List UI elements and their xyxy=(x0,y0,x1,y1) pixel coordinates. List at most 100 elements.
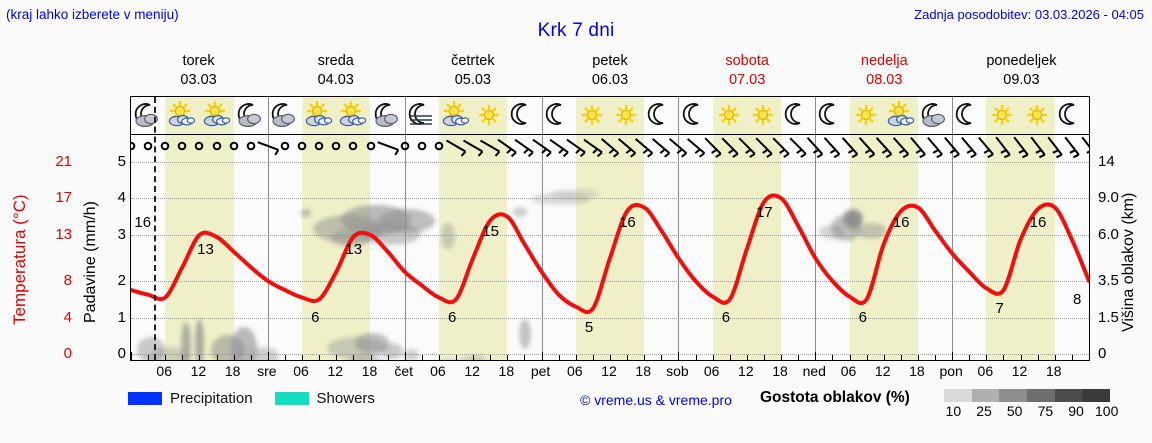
weather-chart[interactable]: 16 13 6 13 6 15 5 16 6 17 6 16 7 16 8 xyxy=(130,96,1090,361)
sun-icon xyxy=(1021,99,1055,133)
day-date: 08.03 xyxy=(866,72,903,88)
wind-barb xyxy=(583,136,603,158)
wind-barb xyxy=(789,136,807,158)
sun-icon xyxy=(850,99,884,133)
daylight-band xyxy=(165,97,234,360)
day-name: nedelja xyxy=(860,53,908,69)
x-axis-label: sre xyxy=(257,363,277,379)
x-tick xyxy=(507,355,509,360)
temperature-label: 6 xyxy=(858,309,867,327)
temperature-label: 6 xyxy=(311,309,320,327)
x-tick xyxy=(610,355,611,360)
cloud-blob xyxy=(531,193,591,205)
showers-legend-label: Showers xyxy=(316,390,375,407)
cloudheight-tick-label: 0 xyxy=(1098,345,1107,363)
x-tick xyxy=(302,355,304,360)
wind-barb xyxy=(994,136,1012,159)
wind-barb xyxy=(257,136,279,156)
calm-wind-symbol xyxy=(276,136,294,156)
cloudheight-tick-label: 9.0 xyxy=(1098,189,1119,207)
temperature-label: 6 xyxy=(448,309,457,327)
cloud-blob xyxy=(345,355,385,360)
x-axis-label: 12 xyxy=(464,363,480,379)
x-tick xyxy=(404,352,406,360)
precipitation-tick-label: 4 xyxy=(117,189,126,207)
cloud-blob xyxy=(381,343,403,359)
day-separator xyxy=(952,97,954,360)
wind-barb xyxy=(1012,136,1030,159)
cloud-blob xyxy=(181,322,191,360)
day-date: 03.03 xyxy=(180,72,217,88)
precipitation-tick-label: 0 xyxy=(117,345,126,363)
temperature-label: 7 xyxy=(995,300,1004,318)
x-tick xyxy=(199,355,201,360)
calm-wind-symbol xyxy=(131,136,140,156)
wind-barb xyxy=(772,136,790,158)
copyright-link[interactable]: © vreme.us & vreme.pro xyxy=(580,392,732,408)
moon-fog-icon xyxy=(405,99,439,133)
x-tick xyxy=(661,355,663,360)
wind-barb xyxy=(909,136,927,159)
x-tick xyxy=(832,355,834,360)
cloud-density-step-label: 50 xyxy=(1006,403,1023,419)
cloud-blob xyxy=(427,359,467,360)
x-tick xyxy=(438,355,440,360)
x-tick xyxy=(746,355,748,360)
sun-cloud-icon xyxy=(884,99,918,133)
x-tick xyxy=(935,355,937,360)
precipitation-swatch xyxy=(128,392,162,405)
x-axis-label: 06 xyxy=(156,363,172,379)
cloud-density-step-label: 25 xyxy=(976,403,992,419)
wind-barb xyxy=(497,136,518,158)
x-tick xyxy=(558,355,560,360)
wind-barb xyxy=(1029,136,1047,159)
x-axis-label: 18 xyxy=(635,363,651,379)
x-tick xyxy=(866,355,868,360)
x-axis-label: 06 xyxy=(566,363,583,379)
calm-wind-symbol xyxy=(293,136,311,156)
wind-barb xyxy=(823,136,841,159)
day-separator xyxy=(541,97,543,360)
page-title: Krk 7 dni xyxy=(537,20,615,41)
wind-barb xyxy=(704,136,722,158)
cloud-blob xyxy=(137,337,165,360)
x-tick xyxy=(627,355,629,360)
sun-icon xyxy=(473,99,507,133)
x-axis-labels: 06 12 18 sre 06 12 18 čet 06 12 18 pet 06 12 18 sob 06 12… xyxy=(130,363,1090,381)
sun-cloud-icon xyxy=(439,99,473,133)
day-header-ponedeljek: ponedeljek 09.03 xyxy=(953,50,1090,92)
x-axis-label: 12 xyxy=(1011,363,1028,379)
cloud-density-step xyxy=(999,389,1028,402)
wind-barb xyxy=(806,136,824,159)
x-tick xyxy=(456,355,458,360)
wind-barb xyxy=(463,136,484,157)
cloud-blob xyxy=(519,319,531,349)
moon-cloud-icon xyxy=(918,99,952,133)
moon-cloud-icon xyxy=(268,99,302,133)
wind-barb xyxy=(376,136,399,156)
cloud-density-step-label: 10 xyxy=(945,403,962,419)
x-tick xyxy=(969,355,971,360)
cloud-density-step xyxy=(1054,389,1083,402)
gridline xyxy=(131,280,1089,282)
cloud-density-scale-labels: 10 25 50 75 90 100 xyxy=(938,403,1122,421)
x-tick xyxy=(353,355,355,360)
x-axis-label: 06 xyxy=(703,363,720,379)
calm-wind-symbol xyxy=(362,136,380,156)
x-axis-label: 06 xyxy=(840,363,857,379)
day-separator xyxy=(267,97,269,360)
x-tick xyxy=(763,355,765,360)
cloud-blob xyxy=(231,327,257,360)
x-tick xyxy=(182,355,184,360)
wind-barb xyxy=(1046,136,1064,159)
x-tick xyxy=(900,355,902,360)
wind-barb xyxy=(618,136,637,158)
x-axis-label: 18 xyxy=(1045,363,1062,379)
x-tick xyxy=(849,355,851,360)
day-separator xyxy=(678,97,680,360)
temperature-tick-label: 13 xyxy=(55,226,72,244)
wind-barb xyxy=(480,136,501,157)
x-tick xyxy=(1037,355,1039,360)
x-tick xyxy=(1089,352,1090,360)
calm-wind-symbol xyxy=(396,136,414,156)
